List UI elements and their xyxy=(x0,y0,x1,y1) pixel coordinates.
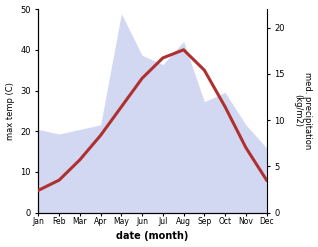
X-axis label: date (month): date (month) xyxy=(116,231,189,242)
Y-axis label: max temp (C): max temp (C) xyxy=(5,82,15,140)
Y-axis label: med. precipitation
(kg/m2): med. precipitation (kg/m2) xyxy=(293,72,313,149)
